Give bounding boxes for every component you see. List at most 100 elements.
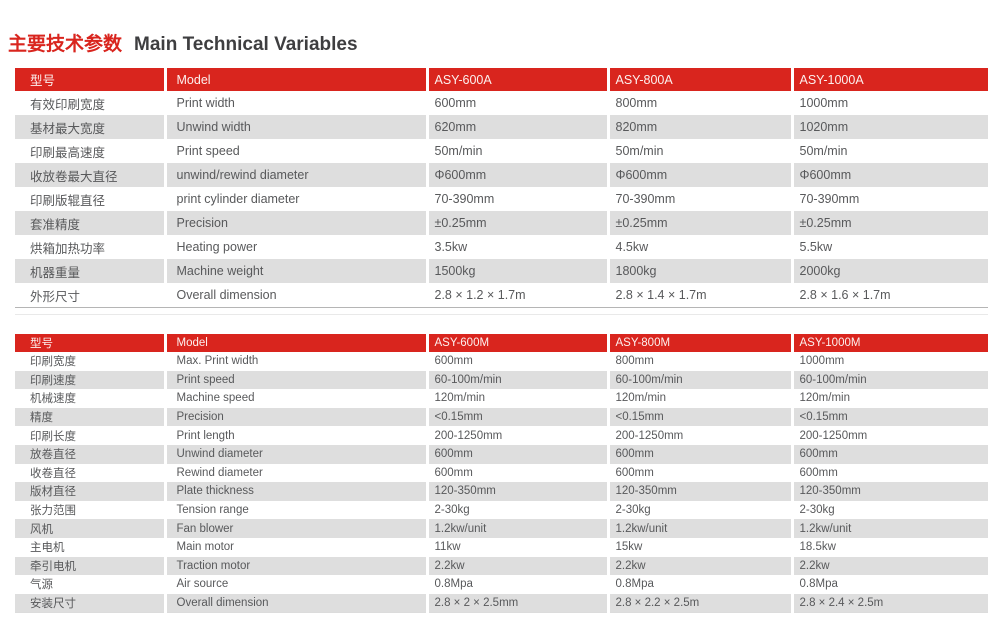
param-label-zh: 印刷版辊直径 xyxy=(30,193,106,208)
param-label-zh: 套准精度 xyxy=(15,211,165,235)
param-label-en: unwind/rewind diameter xyxy=(163,163,427,187)
page-title-chinese: 主要技术参数 xyxy=(8,34,123,55)
param-value: 1.2kw/unit xyxy=(790,519,988,538)
param-value: 800mm xyxy=(606,91,792,115)
param-label-en: Precision xyxy=(163,407,427,427)
param-label-zh: 收放卷最大直径 xyxy=(15,163,165,187)
spec-table-asy-m-series: 型号 Model ASY-600M ASY-800M ASY-1000M 印刷宽… xyxy=(15,334,988,614)
param-value: 2.2kw xyxy=(790,556,988,576)
header-row: 型号 Model ASY-600A ASY-800A ASY-1000A xyxy=(15,68,988,91)
param-value: 18.5kw xyxy=(790,537,988,557)
param-value: 15kw xyxy=(606,537,792,557)
column-header-model-en: Model xyxy=(163,334,427,352)
param-value: 2-30kg xyxy=(790,500,988,520)
param-label-en: Machine weight xyxy=(163,259,427,283)
param-value: 50m/min xyxy=(790,139,988,163)
param-value: 600mm xyxy=(790,463,988,483)
param-label-zh: 放卷直径 xyxy=(15,444,165,464)
param-label-en: Unwind diameter xyxy=(163,444,427,464)
param-value: 60-100m/min xyxy=(790,370,988,390)
table-row: 气源 Air source 0.8Mpa 0.8Mpa 0.8Mpa xyxy=(15,575,988,594)
param-value: 1500kg xyxy=(425,259,608,283)
param-value: Φ600mm xyxy=(790,163,988,187)
param-value: <0.15mm xyxy=(790,407,988,427)
table-row: 印刷长度 Print length 200-1250mm 200-1250mm 200-… xyxy=(15,426,988,445)
param-value: 2.8 × 1.6 × 1.7m xyxy=(790,283,988,308)
param-label-en: Traction motor xyxy=(163,556,427,576)
section-divider-line xyxy=(15,314,988,315)
param-value: 60-100m/min xyxy=(606,370,792,390)
param-value: 600mm xyxy=(606,463,792,483)
param-value: 200-1250mm xyxy=(425,426,608,445)
param-label-zh: 精度 xyxy=(15,407,165,427)
param-value: 120-350mm xyxy=(606,482,792,501)
param-value: 0.8Mpa xyxy=(425,575,608,594)
param-value: 120-350mm xyxy=(425,482,608,501)
param-value: 3.5kw xyxy=(425,235,608,259)
column-header-asy-600m: ASY-600M xyxy=(425,334,608,352)
param-value: 600mm xyxy=(790,444,988,464)
table-row: 版材直径 Plate thickness 120-350mm 120-350mm 120… xyxy=(15,482,988,501)
param-label-zh: 主电机 xyxy=(30,542,65,555)
param-value: 2000kg xyxy=(790,259,988,283)
param-value: 2.2kw xyxy=(425,556,608,576)
param-value: 120m/min xyxy=(790,389,988,408)
param-label-zh: 印刷长度 xyxy=(30,430,76,443)
param-value: ±0.25mm xyxy=(425,211,608,235)
table-row: 收放卷最大直径 unwind/rewind diameter Φ600mm Φ600m… xyxy=(15,163,988,187)
table-row: 有效印刷宽度 Print width 600mm 800mm 1000mm xyxy=(15,91,988,115)
param-label-en: Heating power xyxy=(163,235,427,259)
param-label-en: Main motor xyxy=(163,537,427,557)
param-label-en: Print length xyxy=(163,426,427,445)
table-row: 外形尺寸 Overall dimension 2.8 × 1.2 × 1.7m 2.8… xyxy=(15,283,988,308)
param-label-en: Plate thickness xyxy=(163,482,427,501)
param-value: 5.5kw xyxy=(790,235,988,259)
table-row: 印刷速度 Print speed 60-100m/min 60-100m/min 60-… xyxy=(15,370,988,390)
param-value: 620mm xyxy=(425,115,608,139)
param-value: 2-30kg xyxy=(606,500,792,520)
param-label-en: Machine speed xyxy=(163,389,427,408)
param-value: 60-100m/min xyxy=(425,370,608,390)
spec-table-asy-a-series: 型号 Model ASY-600A ASY-800A ASY-1000A 有效印… xyxy=(15,68,988,308)
param-label-en: Unwind width xyxy=(163,115,427,139)
param-label-en: Overall dimension xyxy=(163,283,427,308)
param-value: 120-350mm xyxy=(790,482,988,501)
param-label-zh: 收卷直径 xyxy=(30,467,76,480)
page-title: 主要技术参数 Main Technical Variables xyxy=(8,29,358,56)
param-label-en: print cylinder diameter xyxy=(163,187,427,211)
param-label-zh: 印刷速度 xyxy=(15,370,165,390)
table-a-bottom-rule xyxy=(15,307,988,308)
column-header-model-zh: 型号 xyxy=(15,334,165,352)
param-label-en: Max. Print width xyxy=(163,352,427,371)
table-row: 收卷直径 Rewind diameter 600mm 600mm 600mm xyxy=(15,463,988,483)
param-label-en: Air source xyxy=(163,575,427,594)
header-row: 型号 Model ASY-600M ASY-800M ASY-1000M xyxy=(15,334,988,352)
param-value: 2-30kg xyxy=(425,500,608,520)
param-value: <0.15mm xyxy=(606,407,792,427)
column-header-asy-800a: ASY-800A xyxy=(606,68,792,91)
param-label-zh: 机器重量 xyxy=(15,259,165,283)
table-row: 精度 Precision <0.15mm <0.15mm <0.15mm xyxy=(15,407,988,427)
param-label-zh: 有效印刷宽度 xyxy=(30,97,106,112)
param-label-zh: 烘箱加热功率 xyxy=(30,241,106,256)
column-header-model-en: Model xyxy=(163,68,427,91)
param-value: 2.8 × 2 × 2.5mm xyxy=(425,593,608,614)
column-header-asy-800m: ASY-800M xyxy=(606,334,792,352)
param-value: 1.2kw/unit xyxy=(606,519,792,538)
param-label-zh: 外形尺寸 xyxy=(15,283,165,308)
param-value: 1800kg xyxy=(606,259,792,283)
table-b-header: 型号 Model ASY-600M ASY-800M ASY-1000M xyxy=(15,334,988,352)
table-row: 风机 Fan blower 1.2kw/unit 1.2kw/unit 1.2kw/un… xyxy=(15,519,988,538)
param-value: 70-390mm xyxy=(425,187,608,211)
table-row: 套准精度 Precision ±0.25mm ±0.25mm ±0.25mm xyxy=(15,211,988,235)
param-value: 600mm xyxy=(606,444,792,464)
param-value: 70-390mm xyxy=(606,187,792,211)
param-label-zh: 基材最大宽度 xyxy=(15,115,165,139)
param-label-en: Tension range xyxy=(163,500,427,520)
table-row: 机械速度 Machine speed 120m/min 120m/min 120m/mi… xyxy=(15,389,988,408)
param-value: 600mm xyxy=(425,444,608,464)
param-value: <0.15mm xyxy=(425,407,608,427)
param-label-en: Print speed xyxy=(163,139,427,163)
param-value: ±0.25mm xyxy=(790,211,988,235)
param-value: 800mm xyxy=(606,352,792,371)
